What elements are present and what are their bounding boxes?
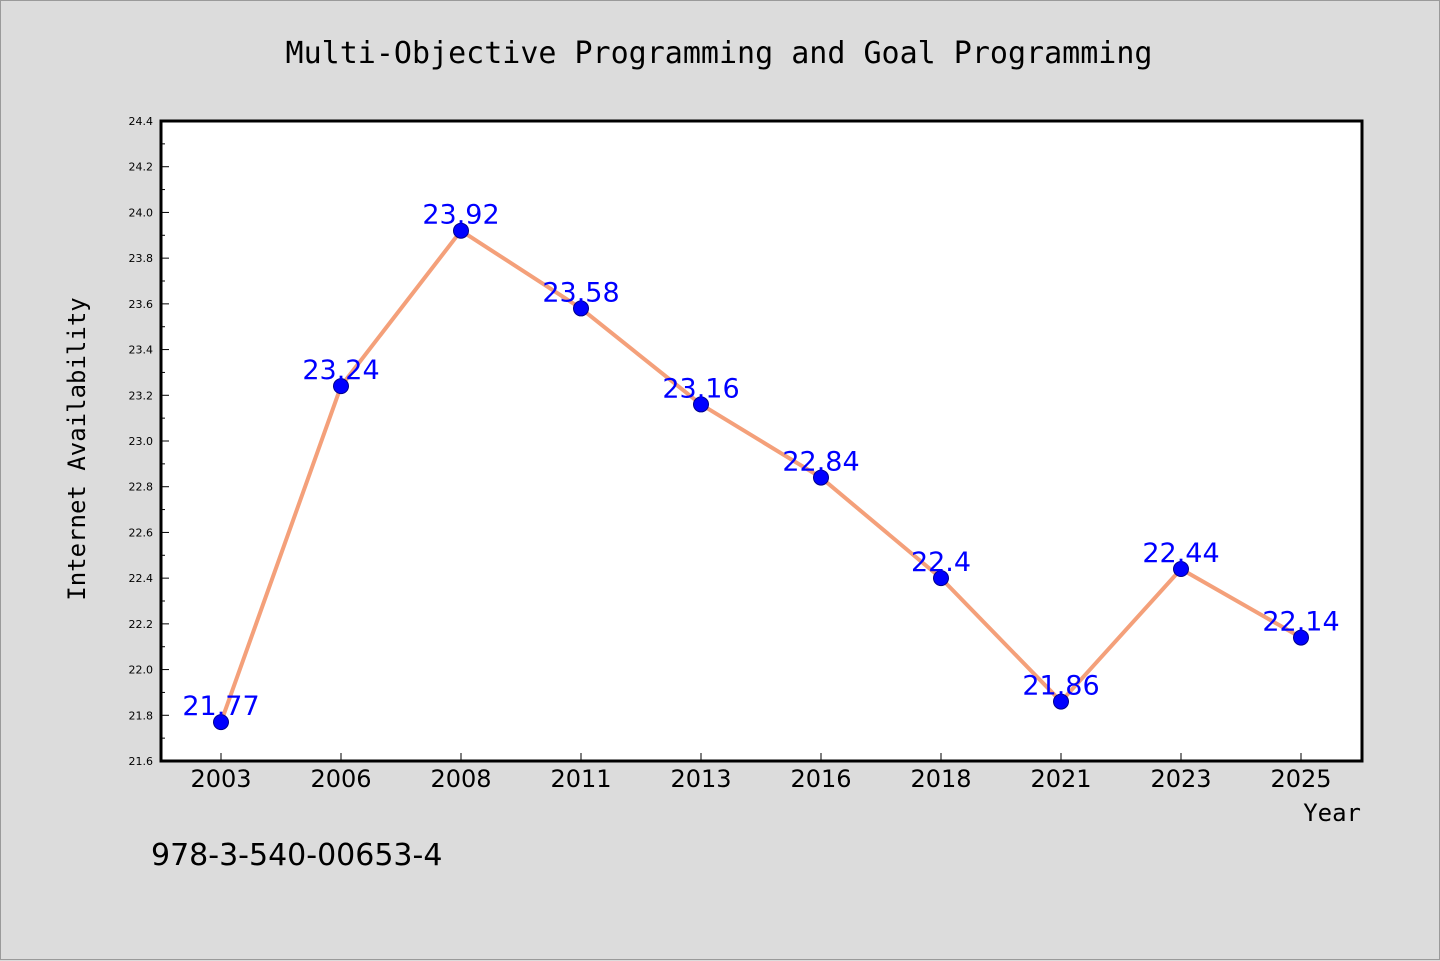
- data-label: 23.24: [302, 355, 379, 386]
- y-tick-label: 24.4: [129, 115, 154, 128]
- y-tick-label: 22.2: [129, 618, 154, 631]
- x-axis-label: Year: [1303, 799, 1361, 827]
- y-tick-label: 23.4: [129, 344, 154, 357]
- data-point: [1173, 561, 1189, 577]
- y-tick-label: 24.2: [129, 161, 154, 174]
- x-tick-label: 2006: [310, 765, 371, 793]
- chart-title: Multi-Objective Programming and Goal Pro…: [286, 36, 1153, 71]
- y-tick-label: 23.6: [129, 298, 154, 311]
- data-point: [1293, 629, 1309, 646]
- x-tick-label: 2003: [190, 765, 251, 793]
- data-label: 22.44: [1142, 538, 1219, 569]
- data-point: [213, 714, 229, 731]
- x-axis-ticks: 2003 2006 2008 2011 2013 2016 2018 2021 2023 2025: [190, 753, 1332, 793]
- y-tick-label: 23.2: [129, 389, 154, 402]
- data-point: [1053, 693, 1069, 710]
- y-tick-label: 22.8: [129, 481, 154, 494]
- series-line: [219, 228, 1302, 723]
- x-tick-label: 2021: [1030, 765, 1091, 793]
- data-point: [453, 222, 469, 239]
- data-label: 21.86: [1022, 671, 1099, 702]
- y-tick-label: 22.4: [129, 572, 154, 585]
- y-tick-label: 21.8: [129, 709, 154, 722]
- y-axis-ticks: 21.6 21.8 22.0 22.2 22.4 22.6 22.8 23.0 23.2 23.4…: [129, 115, 169, 768]
- data-label: 21.77: [182, 691, 259, 722]
- data-point: [573, 300, 589, 317]
- data-labels: 21.77 23.24 23.92 23.58 23.16 22.84 22.4 21.86 2…: [182, 200, 1339, 722]
- y-tick-label: 22.6: [129, 526, 154, 539]
- data-label: 23.58: [542, 277, 619, 308]
- y-tick-label: 23.8: [129, 252, 154, 265]
- data-point: [933, 570, 949, 587]
- series-group: [213, 222, 1309, 731]
- y-tick-label: 22.0: [129, 664, 154, 677]
- x-tick-label: 2008: [430, 765, 491, 793]
- data-label: 23.92: [422, 200, 499, 231]
- y-tick-label: 24.0: [129, 206, 154, 219]
- data-label: 22.84: [782, 447, 859, 478]
- data-point: [333, 378, 349, 395]
- data-label: 22.4: [911, 547, 971, 578]
- y-axis-label: Internet Availability: [63, 297, 91, 600]
- isbn-text: 978-3-540-00653-4: [151, 838, 442, 873]
- data-label: 23.16: [662, 373, 739, 404]
- y-tick-label: 21.6: [129, 755, 154, 768]
- x-tick-label: 2018: [910, 765, 971, 793]
- data-point: [813, 469, 829, 486]
- data-label: 22.14: [1262, 607, 1339, 638]
- data-point: [693, 396, 709, 413]
- x-tick-label: 2023: [1150, 765, 1211, 793]
- x-tick-label: 2016: [790, 765, 851, 793]
- x-tick-label: 2011: [550, 765, 611, 793]
- x-tick-label: 2025: [1270, 765, 1331, 793]
- y-tick-label: 23.0: [129, 435, 154, 448]
- x-tick-label: 2013: [670, 765, 731, 793]
